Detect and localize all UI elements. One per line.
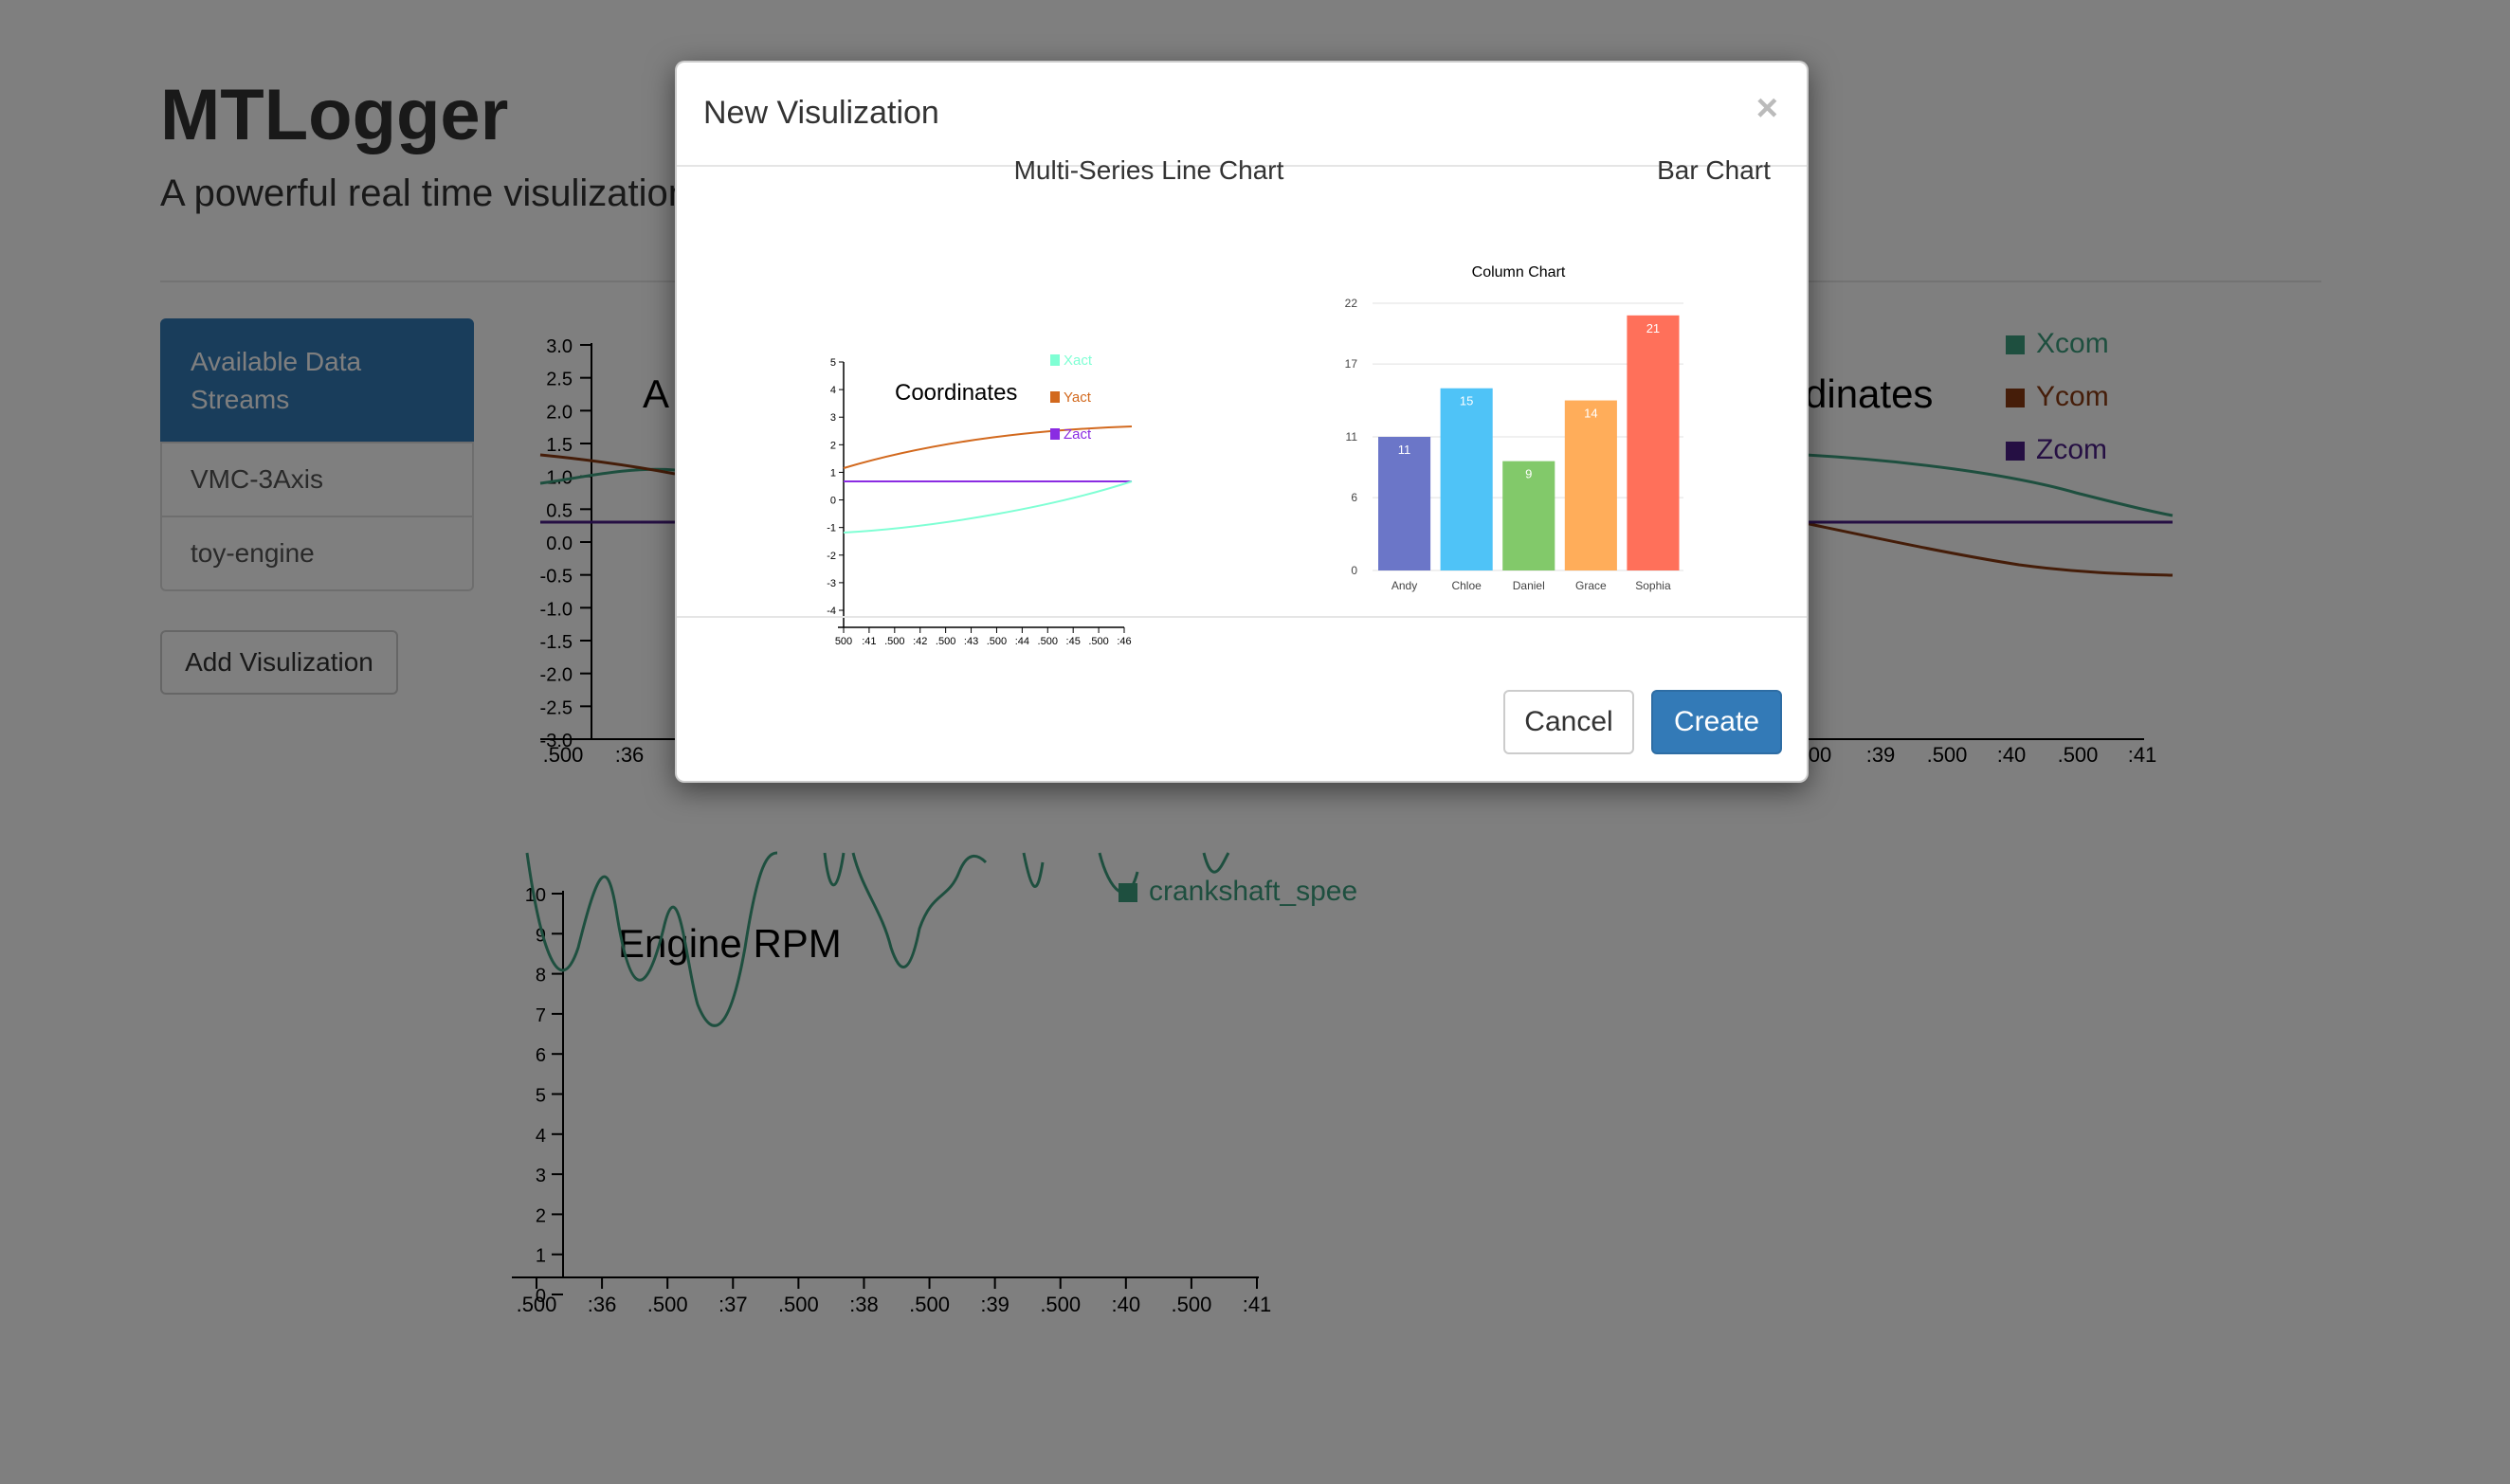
x-tick-label: .500: [936, 636, 955, 647]
line-chart-preview[interactable]: 5 4 3 2 1 0 -1 -2 -3 -4 500 :41 .500 :42 .500 :43 .500:…: [772, 279, 1151, 658]
x-category-label: Sophia: [1635, 579, 1671, 592]
x-category-label: Daniel: [1513, 579, 1545, 592]
bar-daniel: [1502, 461, 1555, 570]
option-label-line-chart: Multi-Series Line Chart: [1013, 155, 1284, 185]
xact-series-line: [843, 480, 1133, 534]
x-tick-label: :45: [1066, 636, 1081, 647]
y-tick-label: -3: [827, 578, 836, 589]
x-tick-label: :46: [1117, 636, 1131, 647]
y-tick-label: 6: [1351, 491, 1357, 504]
y-tick-label: 22: [1345, 297, 1358, 310]
x-tick-label: 500: [835, 636, 852, 647]
x-tick-label: .500: [1038, 636, 1058, 647]
y-tick-label: 17: [1345, 357, 1358, 371]
cancel-button[interactable]: Cancel: [1503, 690, 1634, 754]
x-tick-label: .500: [884, 636, 904, 647]
legend-swatch-xact: [1050, 354, 1060, 366]
legend-label-zact: Zact: [1064, 426, 1092, 443]
close-icon[interactable]: ×: [1755, 87, 1778, 129]
modal-title: New Visulization: [703, 95, 939, 131]
y-tick-label: -2: [827, 551, 836, 562]
x-category-label: Andy: [1391, 579, 1417, 592]
y-tick-label: 11: [1346, 430, 1358, 443]
bar-chart-title: Column Chart: [1472, 264, 1566, 281]
x-category-label: Chloe: [1451, 579, 1482, 592]
x-tick-label: :42: [913, 636, 927, 647]
x-tick-label: .500: [987, 636, 1007, 647]
bar-value-label: 11: [1398, 443, 1411, 457]
line-preview-title: Coordinates: [895, 380, 1017, 406]
y-tick-label: 0: [830, 496, 836, 507]
y-tick-label: 0: [1351, 564, 1357, 577]
bar-chart-preview[interactable]: Column Chart 22 17 11 6 0 11 Andy 15 Chloe 9 Dani…: [1329, 252, 1708, 631]
yact-series-line: [843, 425, 1133, 469]
bar-value-label: 21: [1646, 321, 1660, 335]
bar-grace: [1564, 400, 1617, 570]
bar-value-label: 14: [1584, 407, 1597, 421]
new-visualization-modal: New Visulization × Multi-Series Line Cha…: [675, 61, 1809, 783]
x-tick-label: :43: [964, 636, 978, 647]
x-tick-label: .500: [1088, 636, 1108, 647]
legend-label-yact: Yact: [1064, 389, 1092, 406]
x-category-label: Grace: [1575, 579, 1607, 592]
bar-sophia: [1627, 315, 1680, 570]
bar-chloe: [1440, 388, 1493, 570]
y-tick-label: 5: [830, 357, 836, 369]
y-tick-label: 1: [830, 467, 836, 479]
x-tick-label: :44: [1015, 636, 1029, 647]
modal-header: New Visulization ×: [677, 63, 1807, 167]
legend-swatch-zact: [1050, 428, 1060, 440]
legend-swatch-yact: [1050, 391, 1060, 403]
option-label-bar-chart: Bar Chart: [1657, 155, 1771, 185]
bar-value-label: 9: [1525, 467, 1532, 481]
y-tick-label: -4: [827, 606, 836, 617]
bar-andy: [1378, 437, 1431, 570]
bar-value-label: 15: [1460, 394, 1473, 408]
modal-footer: [677, 616, 1807, 783]
y-tick-label: 3: [830, 412, 836, 424]
y-tick-label: -1: [827, 523, 836, 534]
x-tick-label: :41: [862, 636, 876, 647]
y-tick-label: 2: [830, 440, 836, 451]
create-button[interactable]: Create: [1651, 690, 1782, 754]
legend-label-xact: Xact: [1064, 353, 1093, 369]
y-tick-label: 4: [830, 385, 836, 396]
